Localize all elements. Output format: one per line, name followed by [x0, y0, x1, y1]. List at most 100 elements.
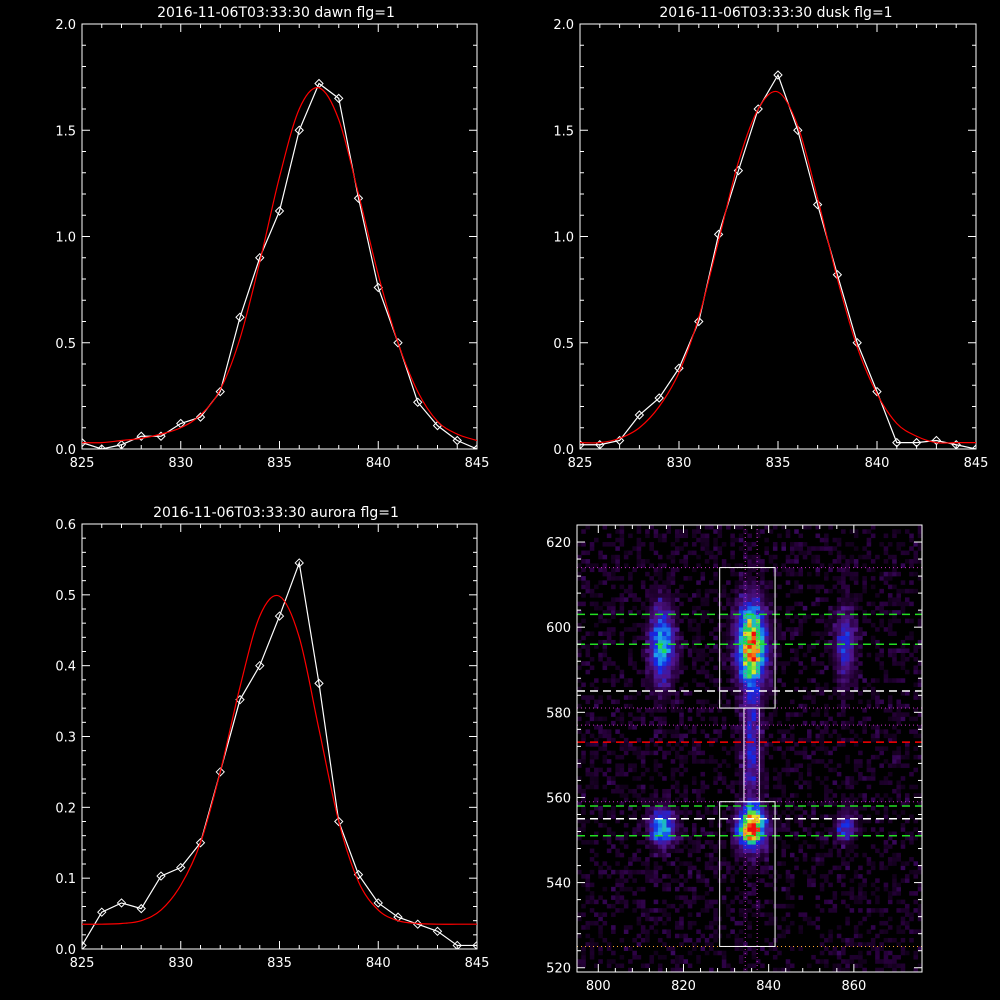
heatmap-cell: [674, 665, 680, 671]
heatmap-cell: [879, 661, 884, 666]
heatmap-cell: [832, 610, 838, 615]
heatmap-cell: [849, 605, 855, 611]
heatmap-cell: [858, 648, 863, 654]
heatmap-cell: [730, 588, 735, 594]
heatmap-cell: [645, 750, 650, 756]
heatmap-cell: [892, 937, 897, 943]
data-point-marker: [892, 437, 902, 448]
heatmap-cell: [709, 861, 714, 866]
heatmap-cell: [649, 652, 654, 658]
heatmap-cell: [785, 580, 791, 585]
heatmap-cell: [666, 682, 672, 688]
data-point-marker: [274, 206, 285, 216]
heatmap-cell: [862, 584, 867, 590]
heatmap-cell: [649, 563, 654, 568]
heatmap-cell: [734, 827, 740, 832]
heatmap-cell: [726, 635, 731, 641]
heatmap-cell: [653, 639, 659, 645]
heatmap-cell: [909, 546, 914, 551]
heatmap-cell: [755, 554, 761, 560]
heatmap-cell: [887, 937, 893, 943]
heatmap-cell: [615, 895, 620, 900]
heatmap-cell: [696, 793, 701, 798]
heatmap-cell: [794, 831, 799, 837]
heatmap-cell: [713, 844, 718, 849]
heatmap-cell: [700, 699, 706, 705]
heatmap-cell: [836, 656, 842, 662]
heatmap-cell: [687, 618, 693, 624]
heatmap-cell: [883, 963, 889, 969]
heatmap-cell: [700, 895, 706, 900]
heatmap-cell: [657, 597, 663, 602]
heatmap-cell: [734, 805, 740, 811]
heatmap-cell: [858, 831, 863, 837]
heatmap-cell: [875, 818, 880, 824]
heatmap-cell: [585, 942, 591, 947]
heatmap-cell: [781, 810, 787, 815]
heatmap-cell: [909, 635, 914, 641]
heatmap-cell: [726, 631, 731, 636]
heatmap-cell: [657, 691, 663, 696]
heatmap-cell: [640, 759, 646, 764]
heatmap-cell: [738, 801, 744, 807]
heatmap-cell: [917, 929, 922, 934]
heatmap-cell: [883, 882, 889, 888]
heatmap-cell: [632, 716, 637, 722]
heatmap-cell: [768, 627, 774, 632]
heatmap-cell: [862, 895, 867, 900]
heatmap-cell: [623, 737, 629, 743]
heatmap-cell: [845, 801, 850, 807]
heatmap-cell: [807, 784, 812, 790]
heatmap-cell: [747, 835, 752, 841]
heatmap-cell: [662, 691, 667, 696]
heatmap-cell: [768, 865, 774, 871]
heatmap-cell: [849, 682, 855, 688]
heatmap-cell: [853, 644, 859, 649]
heatmap-cell: [679, 720, 684, 726]
heatmap-cell: [896, 571, 902, 577]
heatmap-cell: [649, 810, 654, 815]
heatmap-cell: [875, 746, 880, 751]
heatmap-cell: [896, 759, 902, 764]
heatmap-cell: [845, 622, 850, 628]
heatmap-cell: [683, 742, 689, 747]
heatmap-cell: [879, 780, 884, 785]
heatmap-cell: [904, 831, 910, 837]
heatmap-cell: [751, 593, 757, 598]
heatmap-cell: [743, 950, 748, 956]
heatmap-cell: [870, 754, 876, 760]
heatmap-cell: [760, 776, 765, 781]
heatmap-cell: [734, 571, 740, 577]
heatmap-cell: [777, 737, 782, 743]
heatmap-cell: [849, 780, 855, 785]
heatmap-cell: [606, 639, 612, 645]
heatmap-cell: [670, 801, 676, 807]
plot-area: [580, 70, 976, 449]
heatmap-cell: [730, 929, 735, 934]
heatmap-cell: [747, 576, 752, 581]
heatmap-cell: [666, 665, 672, 671]
heatmap-cell: [755, 699, 761, 705]
heatmap-cell: [832, 767, 838, 773]
heatmap-cell: [589, 716, 595, 722]
heatmap-cell: [887, 699, 893, 705]
data-point-marker: [176, 418, 186, 429]
heatmap-cell: [909, 814, 914, 820]
heatmap-cell: [611, 542, 616, 547]
heatmap-cell: [679, 618, 684, 624]
heatmap-cell: [670, 959, 676, 964]
heatmap-cell: [832, 661, 838, 666]
heatmap-cell: [589, 857, 595, 862]
heatmap-cell: [777, 622, 782, 628]
heatmap-cell: [819, 780, 825, 785]
heatmap-cell: [849, 729, 855, 734]
heatmap-cell: [632, 767, 637, 773]
heatmap-cell: [598, 916, 603, 922]
heatmap-cell: [760, 678, 765, 683]
heatmap-cell: [747, 605, 752, 611]
heatmap-cell: [747, 601, 752, 607]
heatmap-cell: [657, 618, 663, 624]
heatmap-cell: [606, 533, 612, 539]
heatmap-cell: [824, 750, 829, 756]
x-tick-label: 845: [465, 456, 490, 471]
